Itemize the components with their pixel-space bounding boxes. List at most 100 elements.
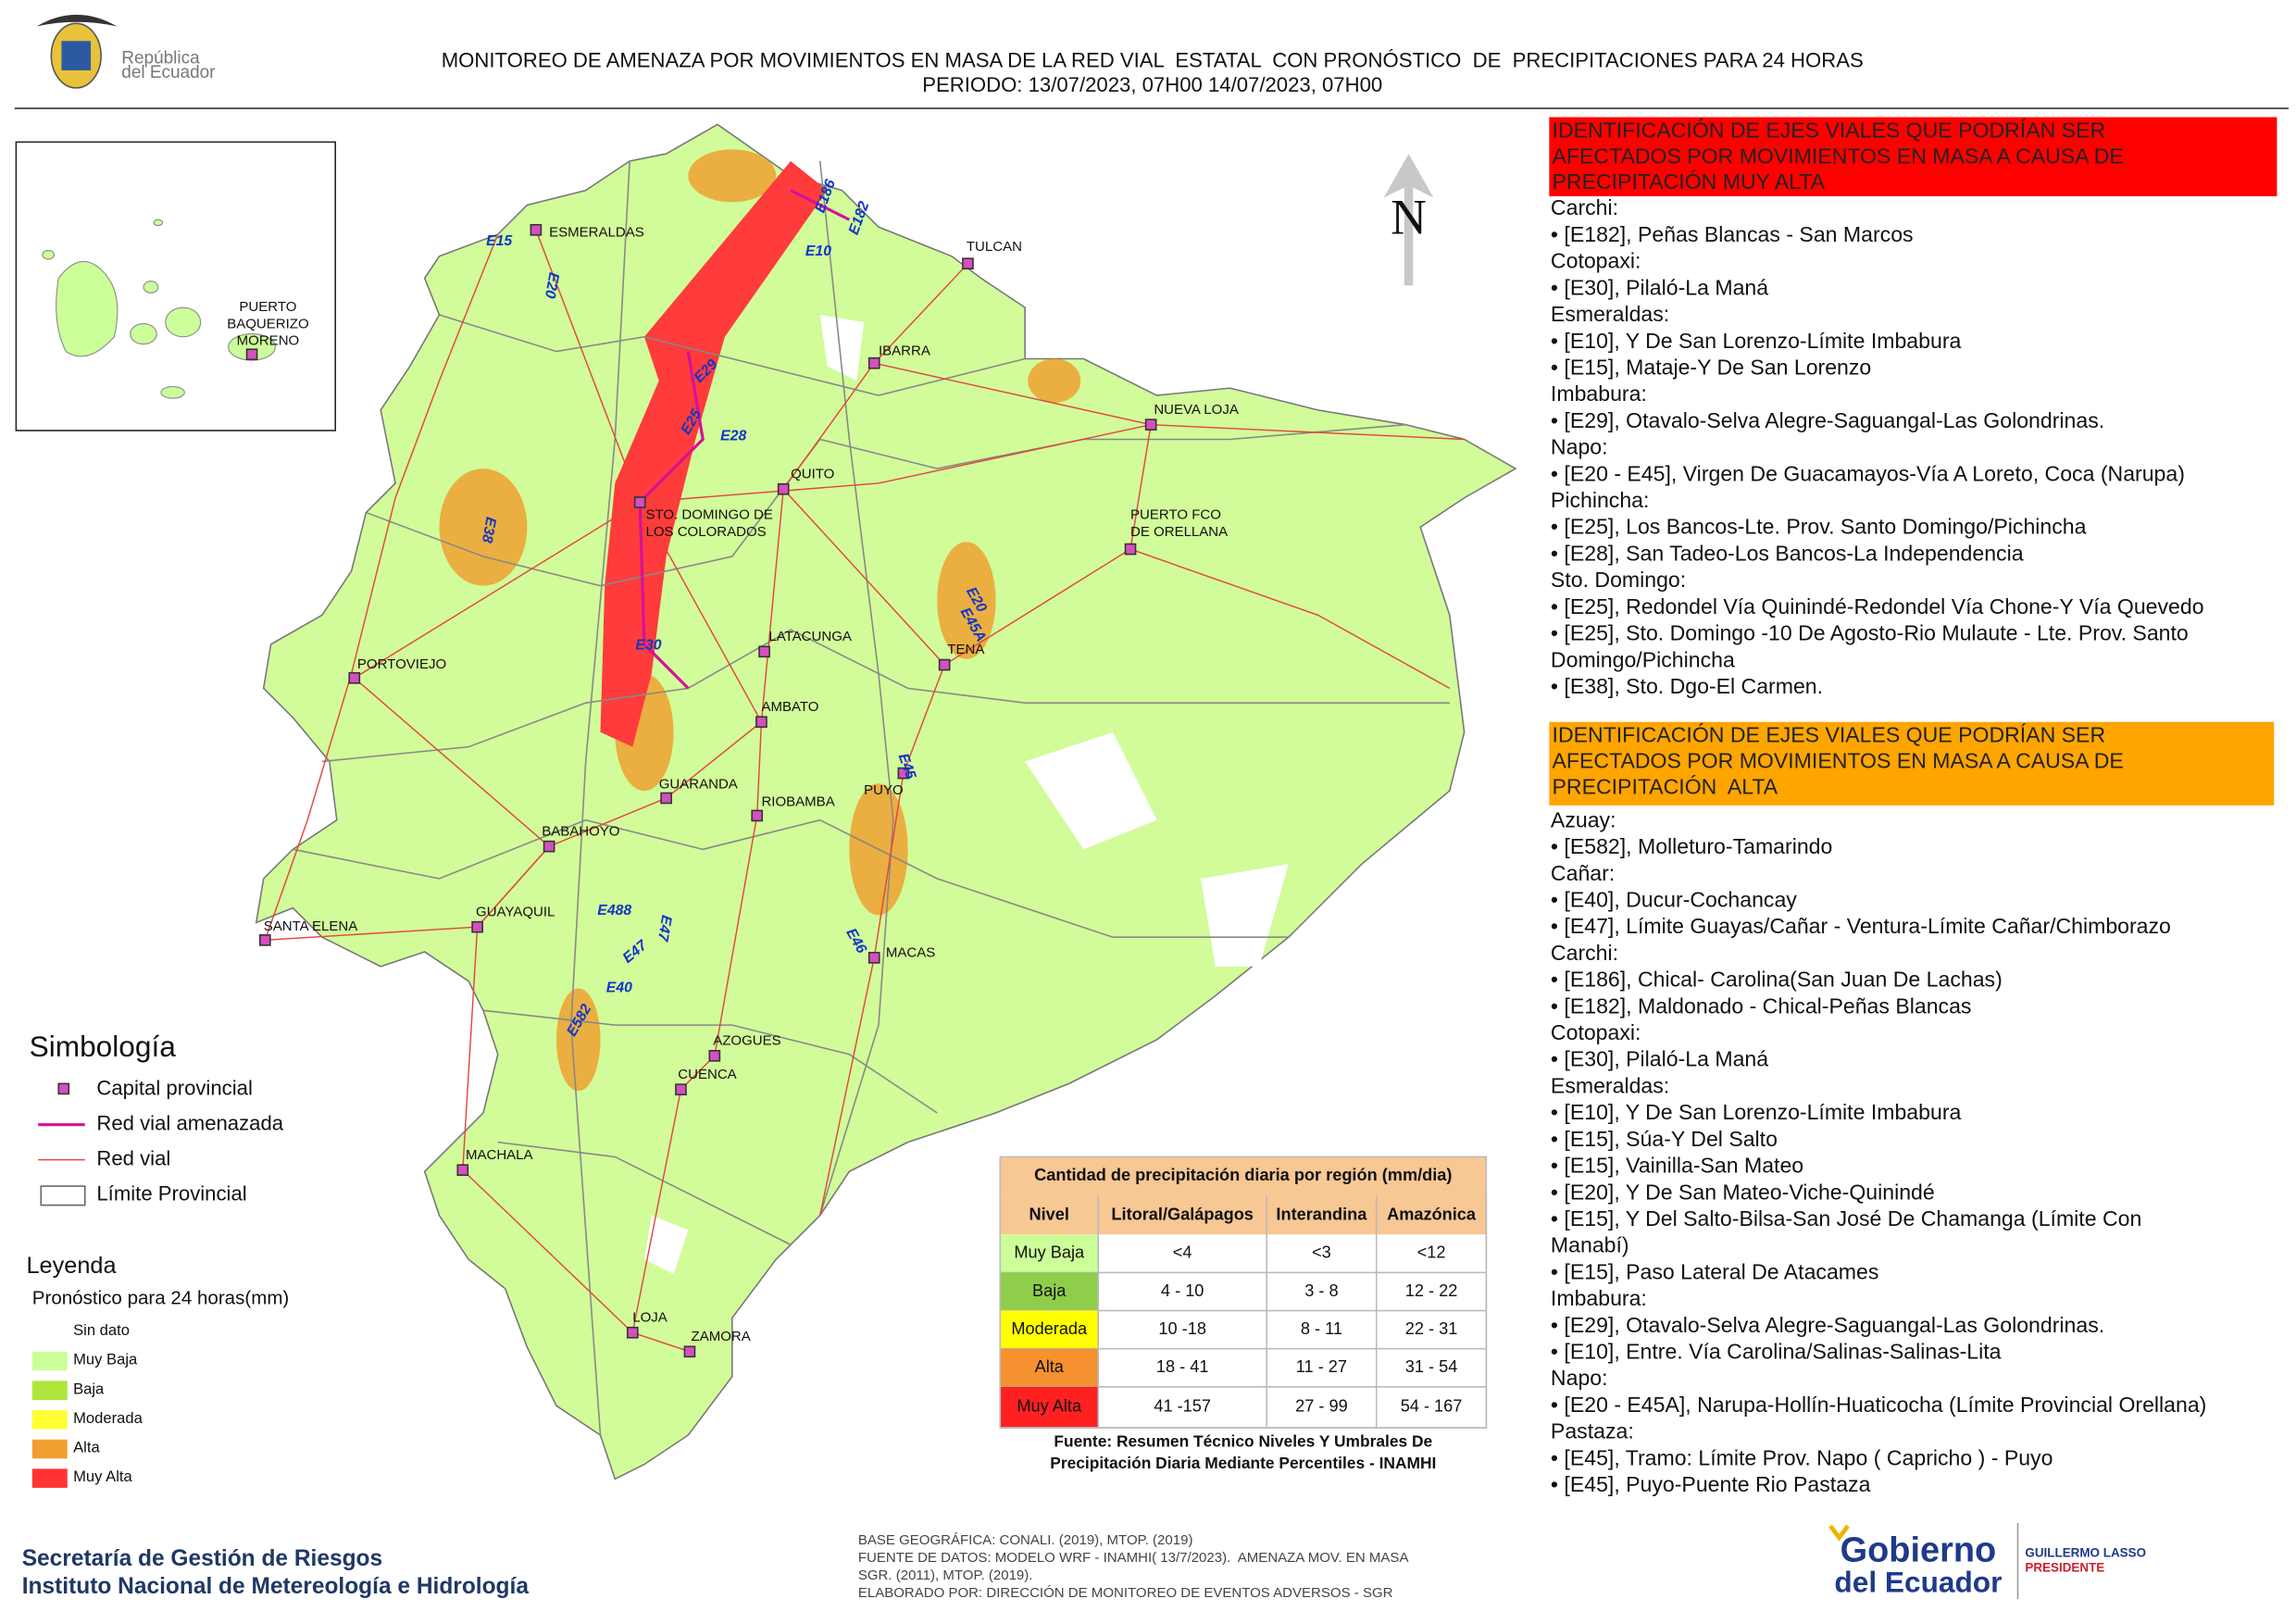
organization: Secretaría de Gestión de Riesgos	[22, 1546, 382, 1571]
road-entry: • [E582], Molleturo-Tamarindo	[1551, 834, 1832, 858]
table-cell: 22 - 31	[1405, 1319, 1458, 1338]
road-entry: • [E25], Los Bancos-Lte. Prov. Santo Dom…	[1551, 515, 2087, 539]
logo-text: del Ecuador	[121, 63, 215, 82]
province-limit	[321, 629, 1450, 763]
table-header: Litoral/Galápagos	[1111, 1206, 1254, 1224]
capital-marker	[626, 1326, 639, 1339]
north-arrow-shape	[1383, 154, 1434, 286]
road-label: E28	[720, 428, 746, 443]
city-label: TULCAN	[967, 239, 1022, 255]
level-cell	[1000, 1234, 1099, 1273]
level-cell	[1000, 1386, 1099, 1429]
road	[535, 230, 763, 1353]
road-entry: • [E38], Sto. Dgo-El Carmen.	[1551, 674, 1823, 698]
road-entry: Domingo/Pichincha	[1551, 647, 1735, 671]
legend-swatch	[31, 1410, 68, 1430]
road-entry: Cañar:	[1551, 861, 1615, 885]
city-label: ZAMORA	[692, 1329, 751, 1344]
road-entry: Azuay:	[1551, 807, 1616, 831]
table-cell: 31 - 54	[1405, 1357, 1458, 1376]
table-title: Cantidad de precipitación diaria por reg…	[1034, 1166, 1452, 1184]
capital-marker	[1124, 543, 1137, 556]
threatened-road	[790, 189, 851, 221]
high-heading-bg	[1549, 721, 2275, 806]
road-entry: Carchi:	[1551, 941, 1618, 965]
city-label: IBARRA	[879, 344, 930, 359]
shield-field	[61, 41, 92, 70]
island	[42, 249, 56, 260]
capital-marker	[348, 671, 361, 684]
level-cell	[1000, 1272, 1099, 1311]
threatened-road	[638, 502, 690, 690]
road-entry: Cotopaxi:	[1551, 1020, 1641, 1044]
road-entry: • [E10], Y De San Lorenzo-Límite Imbabur…	[1551, 1100, 1962, 1124]
city-label: LOS COLORADOS	[646, 524, 767, 540]
condor	[36, 14, 118, 27]
table-cell: 18 - 41	[1156, 1357, 1209, 1376]
credit: FUENTE DE DATOS: MODELO WRF - INAMHI( 13…	[858, 1550, 1409, 1566]
table-source: Fuente: Resumen Técnico Niveles Y Umbral…	[1054, 1431, 1432, 1450]
symbology-item: Capital provincial	[96, 1077, 252, 1100]
city-label: MACAS	[886, 945, 935, 961]
north-label: N	[1391, 190, 1427, 245]
table-border	[999, 1156, 1488, 1429]
alta-zone	[1028, 358, 1081, 403]
alta-zone	[439, 468, 528, 586]
capital-marker	[708, 1050, 721, 1062]
road-entry: • [E20 - E45], Virgen De Guacamayos-Vía …	[1551, 461, 2185, 485]
legend-class: Baja	[73, 1380, 105, 1397]
city-label: MORENO	[237, 332, 300, 348]
province-limit	[570, 160, 630, 1436]
table-cell: <3	[1312, 1243, 1331, 1262]
capital-symbol	[57, 1082, 70, 1095]
government-name: Gobierno	[1841, 1531, 1997, 1570]
road-label: E30	[635, 638, 661, 654]
cities: ESMERALDAS TULCAN IBARRA NUEVA LOJA QUITO STO…	[227, 223, 1239, 1358]
table-cell: Baja	[1032, 1281, 1067, 1300]
road-entry: • [E28], San Tadeo-Los Bancos-La Indepen…	[1551, 541, 2024, 565]
credit: BASE GEOGRÁFICA: CONALI. (2019), MTOP. (…	[858, 1532, 1193, 1548]
island	[56, 260, 119, 357]
road-entry: • [E30], Pilaló-La Maná	[1551, 275, 1768, 299]
province-limit	[293, 818, 1289, 939]
period: PERIODO: 13/07/2023, 07H00 14/07/2023, 0…	[922, 73, 1382, 96]
city-label: GUAYAQUIL	[476, 904, 555, 919]
table-cell: <12	[1417, 1243, 1446, 1262]
capital-marker	[530, 223, 543, 236]
government-name: del Ecuador	[1834, 1566, 2002, 1599]
capital-marker	[258, 934, 271, 946]
government-logo	[1828, 1522, 2019, 1600]
island	[153, 219, 164, 227]
city-label: MACHALA	[466, 1147, 533, 1163]
road-entry: Manabí)	[1551, 1233, 1629, 1257]
precipitation-table: Cantidad de precipitación diaria por reg…	[999, 1156, 1488, 1472]
road	[874, 362, 1152, 666]
legend-subtitle: Pronóstico para 24 horas(mm)	[32, 1287, 290, 1308]
city-label: PUERTO FCO	[1130, 507, 1221, 523]
alta-zone	[937, 542, 996, 659]
road-entry: • [E20 - E45A], Narupa-Hollín-Huaticocha…	[1551, 1393, 2206, 1417]
island	[160, 385, 185, 399]
logo-mark	[1828, 1524, 1850, 1542]
city-label: PORTOVIEJO	[357, 656, 446, 672]
road	[354, 423, 1465, 679]
road-entry: • [E29], Otavalo-Selva Alegre-Saguangal-…	[1551, 1313, 2104, 1337]
table-cell: 11 - 27	[1296, 1357, 1347, 1376]
road-entry: • [E40], Ducur-Cochancay	[1551, 887, 1797, 911]
legend-class: Moderada	[73, 1409, 143, 1427]
legend-class: Muy Baja	[73, 1351, 138, 1368]
capital-marker	[660, 792, 672, 805]
capital-marker	[471, 920, 483, 933]
road-label: E15	[486, 233, 512, 249]
alta-zone	[688, 149, 777, 203]
capital-marker	[633, 496, 646, 508]
table-cell: 12 - 22	[1405, 1281, 1458, 1300]
no-data-patch	[819, 315, 865, 381]
symbology-title: Simbología	[30, 1030, 177, 1063]
panel-heading: PRECIPITACIÓN MUY ALTA	[1553, 169, 1826, 194]
capital-marker	[751, 809, 764, 822]
panel-heading: IDENTIFICACIÓN DE EJES VIALES QUE PODRÍA…	[1553, 723, 2106, 747]
city-label: GUARANDA	[659, 777, 738, 793]
symbology: Simbología Capital provincial Red vial am…	[30, 1030, 284, 1206]
